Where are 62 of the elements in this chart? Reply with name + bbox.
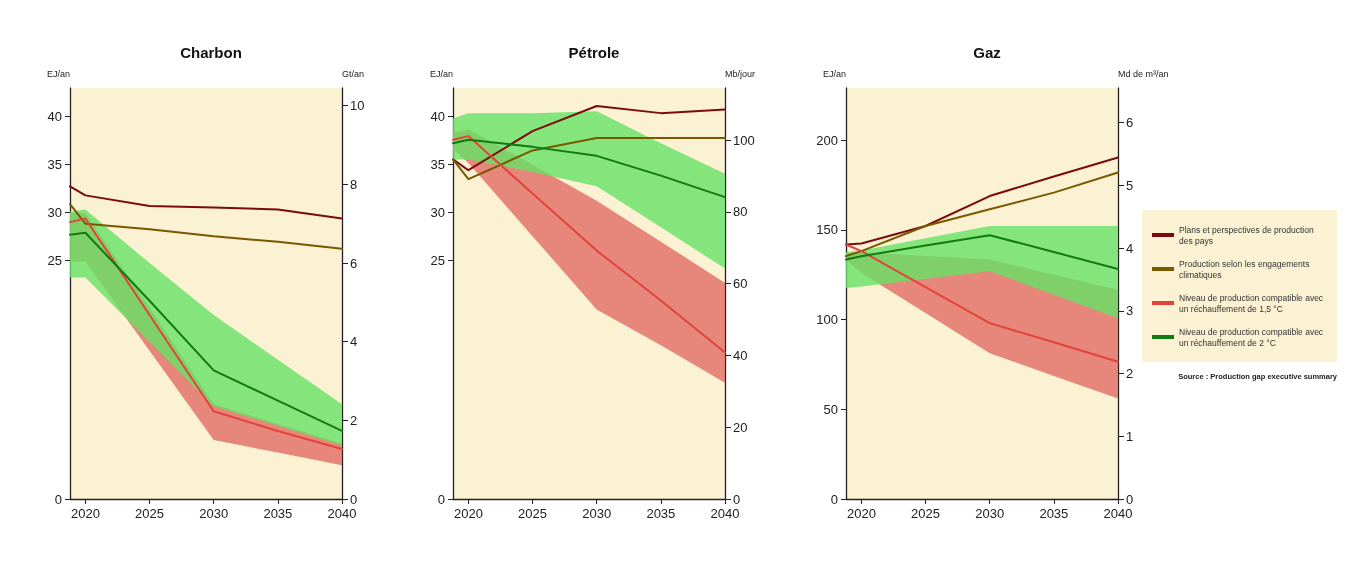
y-axis-title: EJ/an — [429, 68, 453, 79]
legend-label: Niveau de production compatible avec un réchauffement de 2 °C — [1179, 326, 1326, 348]
x-tick-label: 2040 — [327, 506, 357, 521]
y2-tick-label: 2 — [350, 412, 358, 428]
y2-tick-label: 6 — [350, 255, 358, 271]
y2-tick-label: 10 — [350, 98, 365, 114]
y-tick-label: 0 — [54, 491, 62, 507]
x-tick-label: 2040 — [710, 506, 740, 521]
y2-tick-label: 60 — [733, 276, 748, 292]
legend-label: Production selon les engagements climatiques — [1179, 258, 1312, 280]
x-tick-label: 2020 — [70, 506, 100, 521]
x-tick-label: 2030 — [975, 506, 1005, 521]
y-tick-label: 150 — [816, 222, 838, 238]
x-tick-label: 2020 — [846, 506, 876, 521]
y-tick-label: 25 — [47, 252, 62, 268]
y-tick-label: 0 — [437, 491, 445, 507]
y-tick-label: 35 — [430, 156, 445, 172]
y2-tick-label: 8 — [350, 176, 358, 192]
y2-tick-label: 0 — [350, 491, 358, 507]
x-tick-label: 2025 — [518, 506, 548, 521]
legend-label: Niveau de production compatible avec un réchauffement de 1,5 °C — [1179, 292, 1326, 314]
y2-tick-label: 2 — [1126, 366, 1134, 381]
y-axis-title: EJ/an — [822, 68, 846, 79]
x-tick-label: 2020 — [453, 506, 483, 521]
y-tick-label: 100 — [816, 312, 838, 328]
y2-tick-label: 3 — [1126, 303, 1134, 319]
y2-tick-label: 4 — [350, 334, 358, 350]
y2-tick-label: 6 — [1126, 115, 1134, 131]
y2-tick-label: 40 — [733, 347, 748, 363]
chart-title: Gaz — [973, 44, 1001, 61]
y2-tick-label: 5 — [1126, 177, 1134, 193]
y-tick-label: 50 — [823, 401, 838, 417]
y-tick-label: 40 — [47, 109, 62, 125]
y2-tick-label: 4 — [1126, 240, 1134, 256]
y-tick-label: 30 — [47, 204, 62, 220]
y2-axis-title: Gt/an — [342, 68, 365, 79]
x-tick-label: 2035 — [263, 506, 293, 521]
x-tick-label: 2040 — [1103, 506, 1133, 521]
x-tick-label: 2030 — [199, 506, 229, 521]
y2-tick-label: 20 — [733, 419, 748, 435]
y-tick-label: 30 — [430, 204, 445, 220]
x-tick-label: 2025 — [911, 506, 941, 521]
y2-tick-label: 1 — [1126, 428, 1134, 444]
y2-axis-title: Md de m³/an — [1118, 68, 1169, 79]
x-tick-label: 2035 — [1039, 506, 1069, 521]
x-tick-label: 2025 — [135, 506, 165, 521]
y-tick-label: 35 — [47, 156, 62, 172]
y-tick-label: 200 — [816, 132, 838, 148]
y-tick-label: 40 — [430, 109, 445, 125]
y2-tick-label: 80 — [733, 204, 748, 220]
legend-label: Plans et perspectives de production des pays — [1179, 224, 1317, 246]
y2-tick-label: 0 — [733, 491, 741, 507]
x-tick-label: 2035 — [646, 506, 676, 521]
y-axis-title: EJ/an — [46, 68, 70, 79]
y-tick-label: 0 — [830, 491, 838, 507]
y-tick-label: 25 — [430, 252, 445, 268]
chart-title: Pétrole — [568, 44, 620, 61]
y2-tick-label: 0 — [1126, 491, 1134, 507]
y2-axis-title: Mb/jour — [725, 68, 756, 79]
y2-tick-label: 100 — [733, 132, 755, 148]
chart-title: Charbon — [180, 44, 242, 61]
x-tick-label: 2030 — [582, 506, 612, 521]
